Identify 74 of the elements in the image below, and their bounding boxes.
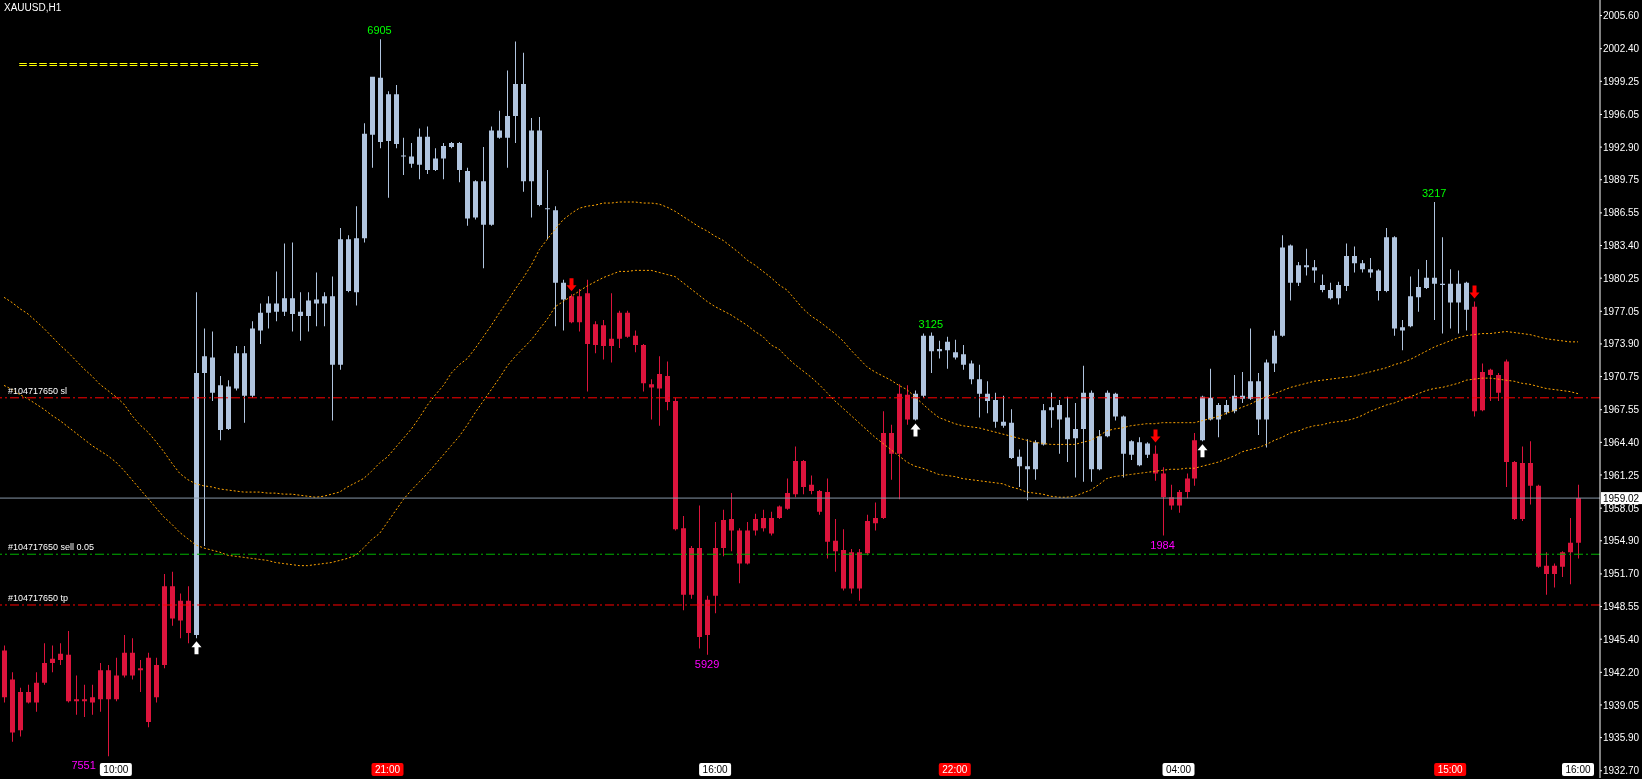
y-tick-label: 1954.90 xyxy=(1603,535,1640,547)
candlestick xyxy=(82,684,87,717)
y-tick-label: 1939.05 xyxy=(1603,699,1640,711)
candlestick xyxy=(1057,399,1062,454)
candlestick xyxy=(282,243,287,316)
y-tick-label: 1932.70 xyxy=(1603,765,1640,777)
candlestick xyxy=(1400,320,1405,351)
y-tick-label: 1989.75 xyxy=(1603,174,1640,186)
candlestick xyxy=(545,169,550,240)
candlestick xyxy=(409,142,414,168)
candlestick xyxy=(441,142,446,180)
candlestick xyxy=(74,675,79,715)
x-tick-label: 04:00 xyxy=(1165,764,1192,775)
candlestick xyxy=(314,272,319,327)
y-tick-label: 1942.20 xyxy=(1603,666,1640,678)
candlestick xyxy=(401,137,406,176)
line-series xyxy=(3,269,1579,567)
candlestick xyxy=(322,292,327,327)
y-tick-label: 1986.55 xyxy=(1603,207,1640,219)
x-tick-label: 16:00 xyxy=(1565,764,1591,775)
y-tick-label: 1948.55 xyxy=(1603,601,1640,613)
candlestick xyxy=(290,242,295,332)
ref-line-label: #104717650 tp xyxy=(8,593,69,603)
candlestick xyxy=(274,271,279,322)
x-tick-label: 10:00 xyxy=(103,764,129,775)
candlestick xyxy=(1368,257,1373,278)
y-tick-label: 1983.40 xyxy=(1603,240,1640,252)
annotation: 6905 xyxy=(367,24,392,37)
annotation: 3217 xyxy=(1421,187,1447,200)
ref-line-label: 1959.02 xyxy=(1603,493,1640,505)
y-tick-label: 1999.25 xyxy=(1603,75,1640,87)
y-tick-label: 1980.25 xyxy=(1603,272,1640,284)
y-tick-label: 1996.05 xyxy=(1603,109,1640,121)
x-tick-label: 21:00 xyxy=(374,764,401,775)
candlestick xyxy=(1304,248,1309,276)
candlestick xyxy=(609,293,614,363)
ref-line-label: #104717650 sell 0.05 xyxy=(8,542,95,553)
candlestick xyxy=(298,292,303,341)
y-tick-label: 1961.25 xyxy=(1603,469,1640,481)
y-tick-label: 1992.90 xyxy=(1603,141,1640,153)
candlestick xyxy=(505,70,510,168)
candlestick xyxy=(138,659,143,693)
annotation: 5929 xyxy=(694,657,720,670)
candlestick xyxy=(1432,202,1437,321)
y-tick-label: 1967.55 xyxy=(1603,404,1640,416)
y-tick-label: 1958.05 xyxy=(1603,502,1640,514)
candlestick xyxy=(1073,402,1078,478)
candlestick xyxy=(202,328,207,546)
y-tick-label: 1964.40 xyxy=(1603,436,1640,448)
candlestick xyxy=(1440,237,1445,334)
candlestick xyxy=(1049,392,1054,428)
line-series xyxy=(3,201,1579,498)
annotation: 7551 xyxy=(71,759,96,772)
candlestick xyxy=(649,379,654,420)
annotation: ======================== xyxy=(18,57,260,71)
x-tick-label: 16:00 xyxy=(702,764,729,775)
y-tick-label: 1945.40 xyxy=(1603,633,1640,645)
candlestick xyxy=(961,344,966,370)
y-tick-label: 1951.70 xyxy=(1603,568,1640,580)
y-tick-label: 1977.05 xyxy=(1603,305,1640,317)
annotation: 1984 xyxy=(1150,538,1175,551)
y-tick-label: 1970.75 xyxy=(1603,371,1640,383)
y-tick-label: 2002.40 xyxy=(1603,43,1640,55)
chart-title: XAUUSD,H1 xyxy=(4,2,62,14)
y-tick-label: 1935.90 xyxy=(1603,732,1640,744)
y-tick-label: 1973.90 xyxy=(1603,338,1640,350)
ref-line-label: #104717650 sl xyxy=(8,385,68,396)
candlestick xyxy=(1025,439,1030,501)
x-tick-label: 22:00 xyxy=(942,764,968,775)
annotation: 3125 xyxy=(918,317,944,330)
y-tick-label: 2005.60 xyxy=(1603,10,1640,22)
candlestick xyxy=(1312,260,1317,283)
candlestick xyxy=(50,645,55,673)
x-tick-label: 15:00 xyxy=(1437,764,1464,775)
